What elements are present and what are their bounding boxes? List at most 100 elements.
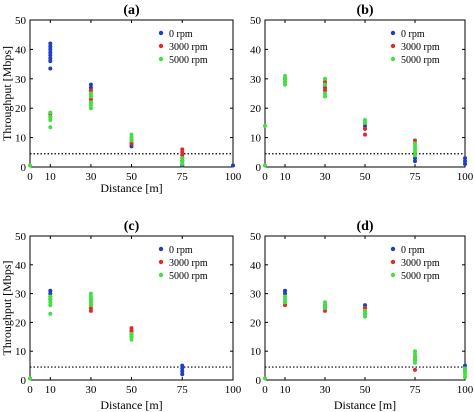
data-point-5000-rpm xyxy=(129,334,134,339)
data-point-0-rpm xyxy=(48,288,53,293)
data-point-5000-rpm xyxy=(48,300,53,305)
x-tick-label: 50 xyxy=(126,384,138,396)
legend: 0 rpm 3000 rpm 5000 rpm xyxy=(390,245,440,282)
legend-marker xyxy=(158,259,164,265)
data-point-5000-rpm xyxy=(129,135,134,140)
data-point-0-rpm xyxy=(463,162,467,167)
data-point-5000-rpm xyxy=(323,94,327,99)
data-point-5000-rpm xyxy=(323,82,327,87)
legend: 0 rpm 3000 rpm 5000 rpm xyxy=(158,29,208,66)
x-axis-label: Distance [m] xyxy=(100,181,162,195)
data-point-3000-rpm xyxy=(88,308,93,313)
data-point-5000-rpm xyxy=(180,156,185,161)
data-point-3000-rpm xyxy=(180,150,185,155)
data-point-0-rpm xyxy=(180,372,185,377)
chart-panel-1: 0 10 30 50 75 100 0 10 20 30 40 50 (a) Distance [m] Th… xyxy=(0,3,242,195)
data-point-0-rpm xyxy=(363,303,367,308)
y-tick-label: 10 xyxy=(250,346,262,358)
legend-marker xyxy=(390,43,396,49)
data-point-3000-rpm xyxy=(88,88,93,93)
data-point-5000-rpm xyxy=(283,79,287,84)
data-point-3000-rpm xyxy=(413,367,417,372)
data-point-5000-rpm xyxy=(129,138,134,143)
data-point-3000-rpm xyxy=(180,153,185,158)
data-point-5000-rpm xyxy=(88,103,93,108)
data-point-5000-rpm xyxy=(363,311,367,316)
data-point-5000-rpm xyxy=(48,110,53,115)
data-point-3000-rpm xyxy=(88,97,93,102)
x-tick-label: 0 xyxy=(262,171,268,183)
data-point-5000-rpm xyxy=(363,120,367,125)
data-point-5000-rpm xyxy=(283,73,287,78)
data-point-5000-rpm xyxy=(48,117,53,122)
data-point-5000-rpm xyxy=(363,314,367,319)
data-point-3000-rpm xyxy=(323,79,327,84)
legend-marker xyxy=(390,56,396,62)
panel-title: (d) xyxy=(356,219,373,234)
legend: 0 rpm 3000 rpm 5000 rpm xyxy=(158,245,208,282)
data-point-5000-rpm xyxy=(88,300,93,305)
data-point-3000-rpm xyxy=(129,141,134,146)
legend: 0 rpm 3000 rpm 5000 rpm xyxy=(390,29,440,66)
data-point-0-rpm xyxy=(413,159,417,164)
data-point-5000-rpm xyxy=(283,294,287,299)
data-point-5000-rpm xyxy=(88,94,93,99)
y-tick-label: 10 xyxy=(15,133,27,145)
data-point-0-rpm xyxy=(88,82,93,87)
legend-label: 0 rpm xyxy=(401,29,425,40)
y-tick-label: 10 xyxy=(250,133,262,145)
chart-panel-3: 0 10 30 50 75 100 0 10 20 30 40 50 (c) Distance [m] Th… xyxy=(0,219,242,412)
legend-label: 3000 rpm xyxy=(401,42,440,53)
x-tick-label: 75 xyxy=(177,384,189,396)
data-point-5000-rpm xyxy=(180,162,185,167)
panel-title: (b) xyxy=(356,3,373,18)
x-tick-label: 10 xyxy=(45,384,57,396)
y-tick-label: 0 xyxy=(21,162,27,174)
legend-marker xyxy=(158,56,164,62)
data-point-5000-rpm xyxy=(129,331,134,336)
x-tick-label: 30 xyxy=(320,171,332,183)
data-point-5000-rpm xyxy=(283,82,287,87)
data-point-5000-rpm xyxy=(413,354,417,359)
data-point-5000-rpm xyxy=(413,141,417,146)
x-axis-label: Distance [m] xyxy=(100,398,162,412)
x-axis-label: Distance [m] xyxy=(334,398,396,412)
data-point-5000-rpm xyxy=(263,123,267,128)
y-axis-label: Throughput [Mbps] xyxy=(0,46,14,141)
legend-marker xyxy=(390,30,396,36)
panel-title: (c) xyxy=(124,219,140,234)
x-tick-label: 30 xyxy=(320,384,332,396)
data-point-0-rpm xyxy=(48,41,53,46)
legend-label: 5000 rpm xyxy=(401,271,440,282)
data-point-5000-rpm xyxy=(129,337,134,342)
legend-marker xyxy=(158,43,164,49)
y-tick-label: 30 xyxy=(15,289,27,301)
y-tick-label: 30 xyxy=(250,289,262,301)
data-point-5000-rpm xyxy=(323,76,327,81)
data-point-5000-rpm xyxy=(88,100,93,105)
data-point-5000-rpm xyxy=(363,308,367,313)
legend-label: 5000 rpm xyxy=(169,271,208,282)
data-point-0-rpm xyxy=(180,363,185,368)
x-tick-label: 30 xyxy=(85,384,97,396)
data-point-0-rpm xyxy=(129,144,134,149)
data-point-3000-rpm xyxy=(180,147,185,152)
x-tick-label: 75 xyxy=(410,171,422,183)
x-tick-label: 30 xyxy=(85,171,97,183)
data-point-0-rpm xyxy=(180,366,185,371)
data-point-3000-rpm xyxy=(363,126,367,131)
data-point-0-rpm xyxy=(413,156,417,161)
data-point-5000-rpm xyxy=(283,297,287,302)
data-point-5000-rpm xyxy=(48,297,53,302)
x-tick-label: 0 xyxy=(27,384,33,396)
data-point-3000-rpm xyxy=(323,88,327,93)
data-point-5000-rpm xyxy=(413,349,417,354)
data-point-5000-rpm xyxy=(323,300,327,305)
x-tick-label: 0 xyxy=(27,171,33,183)
chart-panel-2: 0 10 30 50 75 100 0 10 20 30 40 50 (b) 0 rpm 3000 rpm 5… xyxy=(250,3,474,183)
data-point-3000-rpm xyxy=(363,306,367,310)
data-point-0-rpm xyxy=(463,156,467,161)
data-point-0-rpm xyxy=(48,291,53,296)
x-tick-label: 100 xyxy=(457,384,474,396)
